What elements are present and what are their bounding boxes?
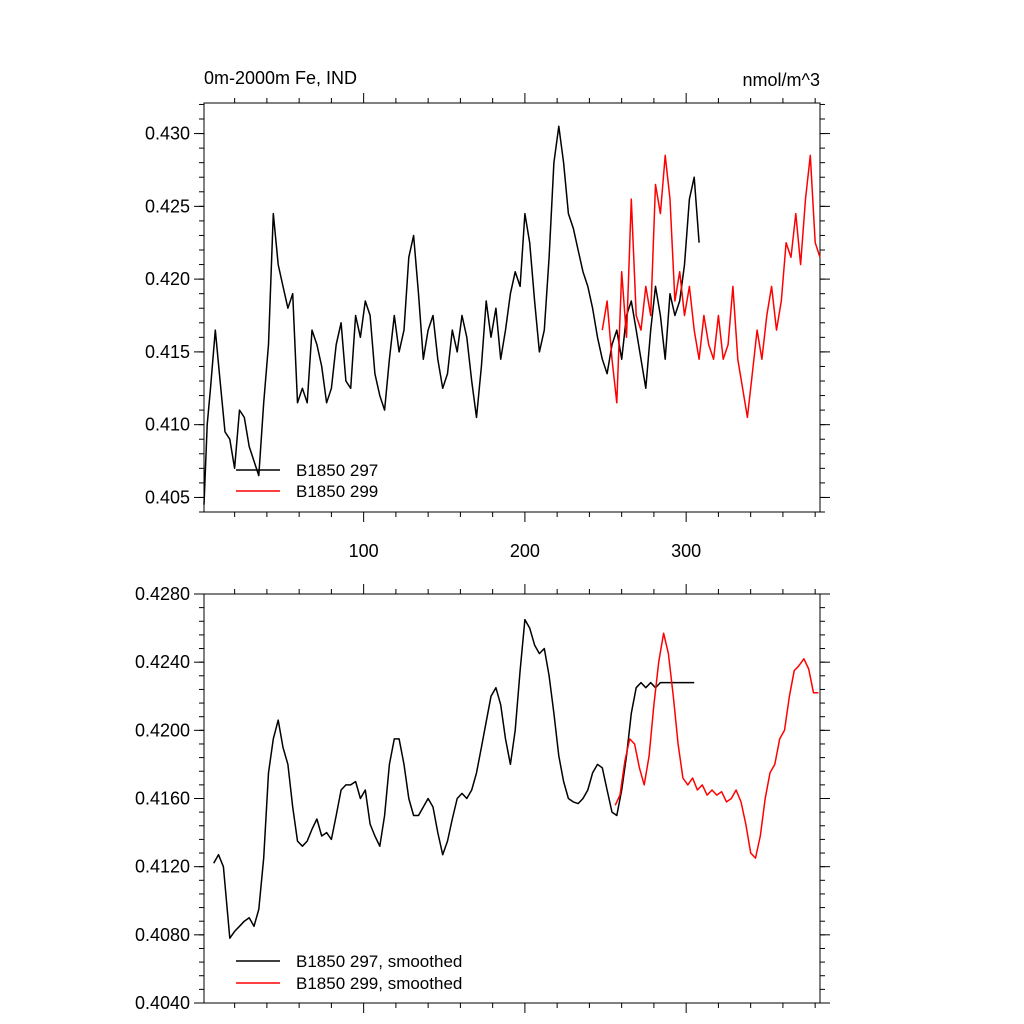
plot-frame-top — [203, 102, 821, 513]
y-tick-label: 0.415 — [145, 342, 190, 362]
plot-frame-bottom — [203, 593, 821, 1004]
y-ticks-top: 0.405 0.410 0.415 0.420 0.425 0.430 — [145, 124, 830, 507]
minor-ticks-bottom — [199, 589, 825, 1008]
chart-title-left: 0m-2000m Fe, IND — [204, 68, 357, 88]
x-tick-label: 300 — [671, 541, 701, 561]
x-tick-label: 100 — [349, 541, 379, 561]
legend-bottom: B1850 297, smoothed B1850 299, smoothed — [236, 952, 462, 993]
y-tick-label: 0.4280 — [135, 584, 190, 604]
y-tick-label: 0.4160 — [135, 789, 190, 809]
y-tick-label: 0.410 — [145, 415, 190, 435]
top-panel: 0m-2000m Fe, IND nmol/m^3 0.405 0.410 0.41… — [145, 68, 830, 561]
series-line-black — [203, 125, 700, 505]
y-tick-label: 0.425 — [145, 196, 190, 216]
y-tick-label: 0.4240 — [135, 652, 190, 672]
legend-label-297: B1850 297 — [296, 461, 378, 480]
legend-top: B1850 297 B1850 299 — [236, 461, 378, 501]
y-tick-label: 0.4200 — [135, 720, 190, 740]
x-ticks-bottom — [363, 584, 687, 1013]
chart-title-right: nmol/m^3 — [743, 70, 820, 90]
series-lines-top — [203, 125, 821, 505]
series-line-red — [614, 632, 819, 859]
y-tick-label: 0.420 — [145, 269, 190, 289]
legend-label-299-smoothed: B1850 299, smoothed — [296, 974, 462, 993]
y-tick-label: 0.4040 — [135, 993, 190, 1013]
y-tick-label: 0.4120 — [135, 857, 190, 877]
y-tick-label: 0.4080 — [135, 925, 190, 945]
x-ticks-top: 100 200 300 — [349, 93, 701, 561]
bottom-panel: 0.4040 0.4080 0.4120 0.4160 0.4200 0.4240 0.42… — [135, 584, 830, 1013]
y-tick-label: 0.430 — [145, 124, 190, 144]
series-line-black — [213, 618, 695, 939]
legend-label-297-smoothed: B1850 297, smoothed — [296, 952, 462, 971]
x-tick-label: 200 — [510, 541, 540, 561]
y-tick-label: 0.405 — [145, 487, 190, 507]
series-lines-bottom — [213, 618, 819, 939]
series-line-red — [601, 154, 821, 419]
legend-label-299: B1850 299 — [296, 482, 378, 501]
y-ticks-bottom: 0.4040 0.4080 0.4120 0.4160 0.4200 0.4240 0.42… — [135, 584, 830, 1013]
